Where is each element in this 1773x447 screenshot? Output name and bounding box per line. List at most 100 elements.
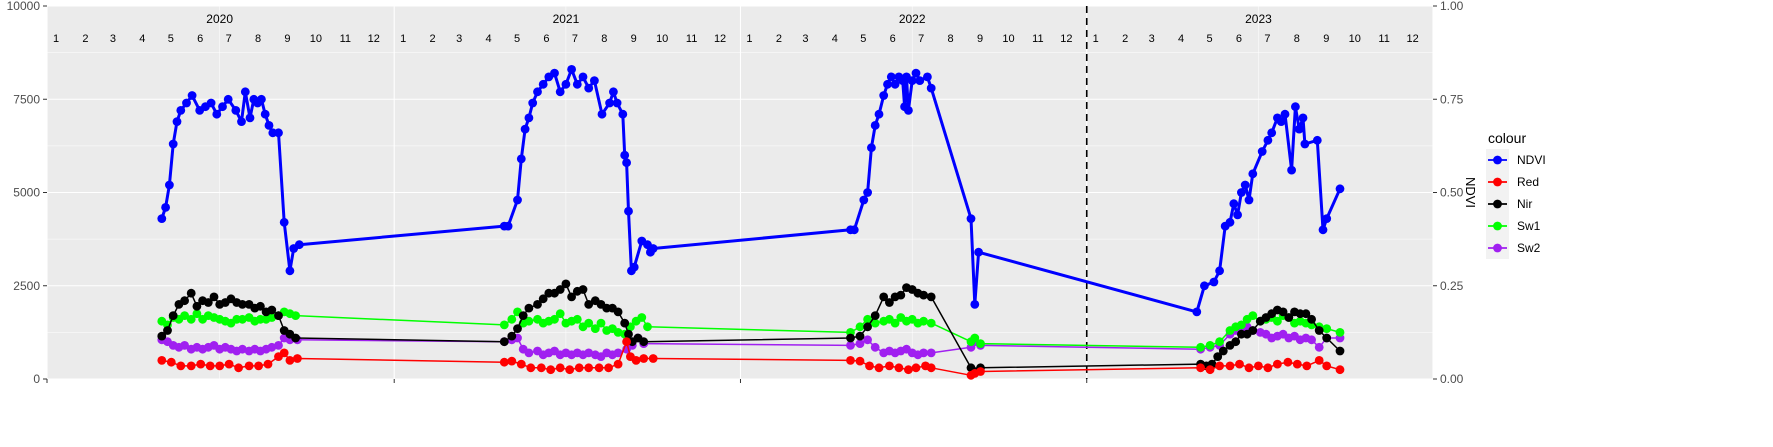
month-label: 11 — [686, 33, 697, 45]
data-point-ndvi — [629, 262, 639, 272]
month-label: 10 — [1002, 33, 1014, 45]
month-label: 1 — [400, 33, 406, 45]
data-point-ndvi — [1240, 180, 1250, 190]
data-point-ndvi — [1229, 199, 1239, 209]
data-point-red — [234, 363, 244, 373]
data-point-red — [1314, 356, 1324, 365]
data-point-red — [1322, 361, 1332, 371]
month-label: 3 — [802, 33, 808, 45]
data-point-ndvi — [550, 68, 559, 78]
data-point-nir — [168, 311, 178, 320]
month-label: 6 — [543, 33, 549, 45]
data-point-sw2 — [584, 348, 594, 358]
legend-item: NDVI — [1486, 149, 1546, 171]
legend-label: Nir — [1517, 197, 1532, 211]
month-label: 12 — [714, 33, 726, 45]
data-point-sw1 — [238, 314, 247, 324]
data-point-ndvi — [870, 121, 880, 130]
data-point-sw1 — [919, 316, 928, 326]
data-point-sw1 — [870, 318, 880, 328]
legend-item: Sw1 — [1486, 215, 1541, 237]
data-point-red — [1273, 359, 1282, 369]
y-right-tick-label: 0.75 — [1440, 92, 1464, 106]
data-point-sw1 — [863, 314, 872, 324]
data-point-nir — [639, 337, 649, 347]
data-point-ndvi — [590, 76, 599, 85]
data-point-sw1 — [1322, 324, 1332, 333]
data-point-ndvi — [874, 109, 884, 119]
data-point-red — [631, 356, 641, 365]
data-point-ndvi — [1237, 188, 1246, 197]
data-point-ndvi — [605, 98, 614, 108]
data-point-ndvi — [513, 195, 522, 205]
data-point-ndvi — [555, 87, 565, 97]
data-point-nir — [186, 288, 196, 298]
data-point-ndvi — [907, 76, 917, 85]
data-point-red — [254, 361, 263, 371]
data-point-ndvi — [859, 195, 869, 205]
data-point-ndvi — [212, 109, 222, 119]
data-point-nir — [518, 311, 528, 320]
data-point-red — [1263, 363, 1273, 373]
data-point-red — [279, 348, 289, 358]
data-point-nir — [524, 303, 534, 313]
y-right-tick-label: 0.50 — [1440, 186, 1464, 200]
data-point-ndvi — [206, 98, 216, 108]
data-point-ndvi — [538, 79, 548, 89]
data-point-red — [1335, 365, 1345, 375]
month-label: 12 — [1406, 33, 1418, 45]
data-point-ndvi — [1267, 128, 1277, 138]
data-point-nir — [533, 300, 542, 309]
data-point-nir — [885, 298, 894, 307]
data-point-ndvi — [294, 240, 304, 250]
data-point-ndvi — [867, 143, 876, 153]
month-label: 10 — [1349, 33, 1361, 45]
data-point-nir — [256, 301, 265, 311]
data-point-sw2 — [267, 342, 277, 352]
series-nir — [157, 279, 1345, 376]
data-point-sw1 — [926, 318, 936, 328]
data-point-nir — [209, 292, 219, 302]
data-point-ndvi — [240, 87, 250, 97]
data-point-ndvi — [966, 214, 976, 224]
data-point-sw1 — [499, 320, 509, 330]
data-point-ndvi — [1294, 124, 1304, 134]
data-point-sw1 — [267, 313, 277, 322]
year-label: 2021 — [553, 12, 580, 26]
data-point-sw1 — [1205, 341, 1215, 350]
data-point-nir — [624, 329, 633, 339]
month-label: 1 — [1093, 33, 1099, 45]
data-point-red — [1283, 357, 1293, 367]
data-point-sw2 — [870, 342, 880, 352]
month-label: 7 — [918, 33, 924, 45]
legend-label: NDVI — [1517, 153, 1546, 167]
data-point-ndvi — [264, 121, 274, 130]
month-label: 2 — [776, 33, 782, 45]
legend-item: Sw2 — [1486, 237, 1541, 259]
data-point-ndvi — [970, 300, 980, 309]
data-point-ndvi — [182, 98, 191, 108]
data-point-nir — [846, 333, 855, 343]
data-point-ndvi — [886, 72, 896, 82]
data-point-nir — [192, 301, 202, 311]
data-point-sw2 — [926, 348, 936, 358]
month-label: 5 — [514, 33, 520, 45]
y-left-tick-label: 10000 — [7, 0, 41, 13]
data-point-ndvi — [1225, 217, 1235, 227]
y-left-tick-label: 0 — [33, 372, 40, 386]
data-point-ndvi — [516, 154, 526, 164]
data-point-ndvi — [648, 244, 658, 253]
month-label: 7 — [1264, 33, 1270, 45]
data-point-ndvi — [624, 206, 633, 216]
data-point-sw1 — [1248, 311, 1258, 320]
data-point-ndvi — [528, 98, 538, 108]
data-point-nir — [1322, 333, 1332, 343]
data-point-ndvi — [218, 102, 227, 112]
data-point-nir — [578, 285, 588, 294]
data-point-ndvi — [597, 109, 607, 119]
y-right-axis-title: NDVI — [1463, 177, 1478, 208]
data-point-red — [285, 356, 295, 365]
data-point-nir — [620, 318, 630, 328]
data-point-red — [613, 359, 623, 369]
data-point-ndvi — [1248, 169, 1258, 179]
